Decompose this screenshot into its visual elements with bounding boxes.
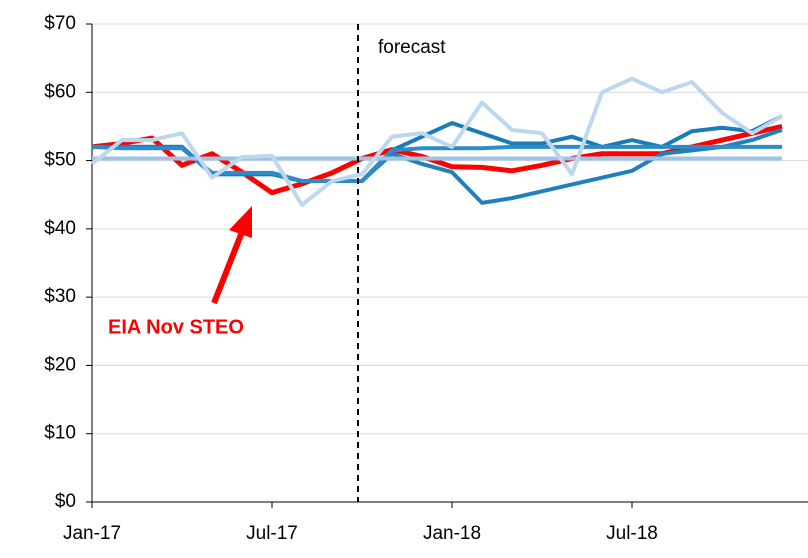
arrow-head xyxy=(229,206,252,238)
x-tick-label: Jul-18 xyxy=(606,523,658,544)
x-tick-label: Jul-17 xyxy=(246,523,298,544)
y-tick-label: $10 xyxy=(44,423,76,444)
y-tick-label: $40 xyxy=(44,218,76,239)
y-tick-label: $30 xyxy=(44,286,76,307)
x-tick-label: Jan-18 xyxy=(423,523,481,544)
x-tick-label: Jan-17 xyxy=(63,523,121,544)
forecast-label: forecast xyxy=(378,37,446,58)
y-tick-label: $60 xyxy=(44,81,76,102)
y-tick-label: $50 xyxy=(44,150,76,171)
y-tick-label: $70 xyxy=(44,13,76,34)
arrow-shaft xyxy=(211,230,245,305)
y-tick-label: $20 xyxy=(44,354,76,375)
series-line xyxy=(90,76,783,207)
y-tick-label: $0 xyxy=(55,491,76,512)
steo-label: EIA Nov STEO xyxy=(108,316,244,338)
